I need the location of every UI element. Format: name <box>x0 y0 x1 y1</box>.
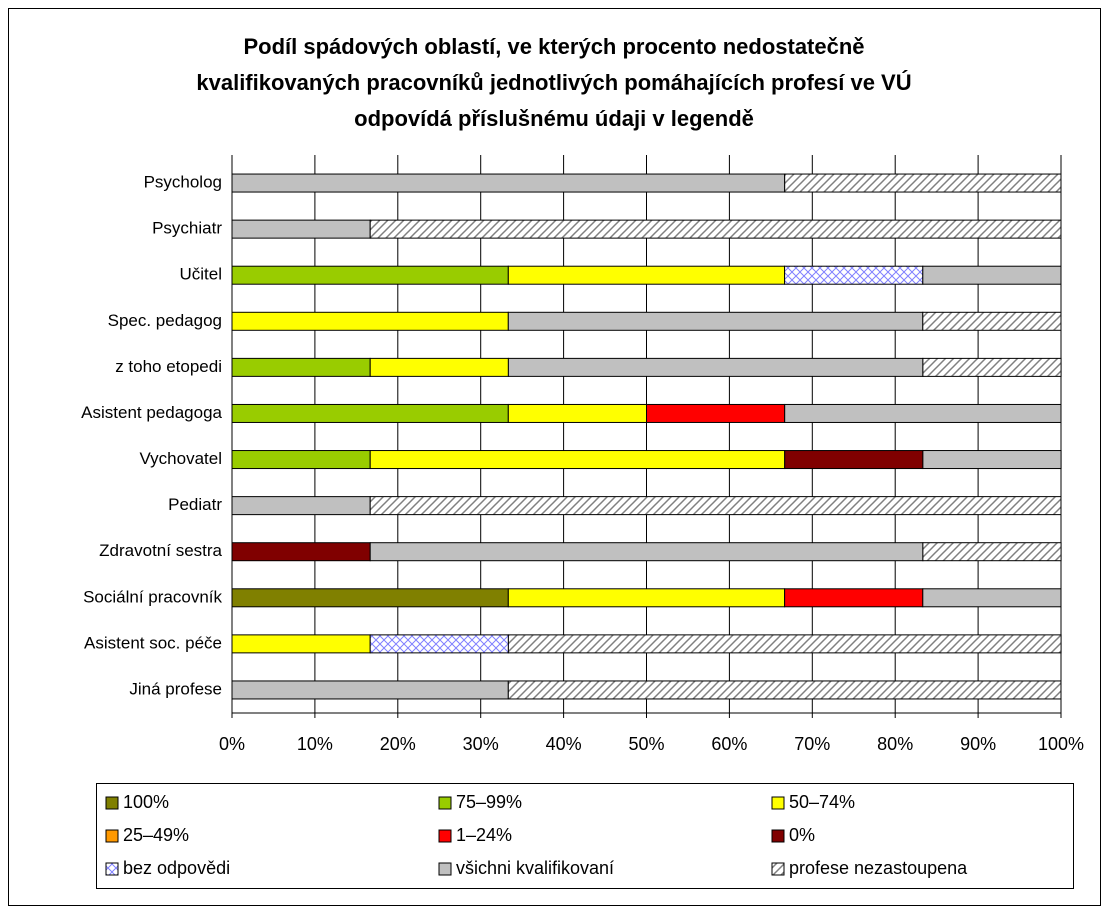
bar-segment <box>646 403 786 423</box>
legend-label: profese nezastoupena <box>789 858 968 878</box>
x-tick-label: 90% <box>960 734 996 754</box>
legend-swatch <box>105 862 119 876</box>
x-tick-label: 10% <box>297 734 333 754</box>
bar-segment <box>922 588 1062 608</box>
x-tick-label: 70% <box>794 734 830 754</box>
bar-segment <box>507 311 924 331</box>
bar-segment <box>369 542 924 562</box>
x-tick-label: 20% <box>380 734 416 754</box>
y-tick-label: Psychiatr <box>152 219 222 238</box>
legend-label: 0% <box>789 825 815 845</box>
y-tick-label: Sociální pracovník <box>83 587 222 606</box>
bar-segment <box>507 265 786 285</box>
y-tick-label: Asistent soc. péče <box>84 633 222 652</box>
legend-box <box>96 783 1074 889</box>
y-tick-label: Psycholog <box>144 173 222 192</box>
x-tick-label: 100% <box>1038 734 1084 754</box>
bar-segment <box>507 634 1062 654</box>
bar-segment <box>922 265 1062 285</box>
y-tick-label: Spec. pedagog <box>108 311 222 330</box>
bar-segment <box>231 357 371 377</box>
legend-label: 75–99% <box>456 792 522 812</box>
bar-segment <box>231 403 509 423</box>
bar-segment <box>369 219 1062 239</box>
legend-swatch <box>105 796 119 810</box>
y-tick-label: Asistent pedagoga <box>81 403 222 422</box>
bar-segment <box>231 265 509 285</box>
legend-swatch <box>438 862 452 876</box>
bar-segment <box>231 219 371 239</box>
bar-segment <box>507 588 786 608</box>
bar-segment <box>231 450 371 470</box>
bar-segment <box>922 311 1062 331</box>
legend-label: 25–49% <box>123 825 189 845</box>
legend-swatch <box>771 829 785 843</box>
legend-label: 50–74% <box>789 792 855 812</box>
bar-segment <box>507 357 924 377</box>
bar-segment <box>369 450 786 470</box>
bar-segment <box>784 173 1062 193</box>
bar-segment <box>369 634 509 654</box>
bar-segment <box>231 634 371 654</box>
legend-label: 1–24% <box>456 825 512 845</box>
x-tick-label: 60% <box>711 734 747 754</box>
legend-swatch <box>438 829 452 843</box>
x-tick-label: 50% <box>628 734 664 754</box>
y-tick-label: Jiná profese <box>129 679 222 698</box>
bar-segment <box>922 542 1062 562</box>
bar-segment <box>231 496 371 516</box>
bar-segment <box>231 542 371 562</box>
legend-label: všichni kvalifikovaní <box>456 858 614 878</box>
y-tick-label: Pediatr <box>168 495 222 514</box>
bar-segment <box>784 403 1062 423</box>
chart-title: odpovídá příslušnému údaji v legendě <box>354 106 754 131</box>
y-tick-label: Zdravotní sestra <box>99 541 222 560</box>
x-tick-label: 40% <box>546 734 582 754</box>
bar-segment <box>922 450 1062 470</box>
x-tick-label: 30% <box>463 734 499 754</box>
chart-title: kvalifikovaných pracovníků jednotlivých … <box>196 70 911 95</box>
legend-label: 100% <box>123 792 169 812</box>
legend-swatch <box>438 796 452 810</box>
bar-segment <box>231 588 509 608</box>
bar-segment <box>784 265 924 285</box>
y-tick-label: Učitel <box>179 265 222 284</box>
bar-segment <box>922 357 1062 377</box>
bar-segment <box>784 450 924 470</box>
bar-segment <box>507 680 1062 700</box>
legend-swatch <box>105 829 119 843</box>
bar-segment <box>784 588 924 608</box>
y-tick-label: Vychovatel <box>139 449 222 468</box>
bar-segment <box>231 680 509 700</box>
bar-segment <box>507 403 647 423</box>
chart-title: Podíl spádových oblastí, ve kterých proc… <box>243 34 864 59</box>
legend-swatch <box>771 862 785 876</box>
legend-label: bez odpovědi <box>123 858 230 878</box>
bar-segment <box>369 496 1062 516</box>
bar-segment <box>231 311 509 331</box>
bar-segment <box>369 357 509 377</box>
x-tick-label: 0% <box>219 734 245 754</box>
legend-swatch <box>771 796 785 810</box>
x-tick-label: 80% <box>877 734 913 754</box>
y-tick-label: z toho etopedi <box>115 357 222 376</box>
bar-segment <box>231 173 786 193</box>
